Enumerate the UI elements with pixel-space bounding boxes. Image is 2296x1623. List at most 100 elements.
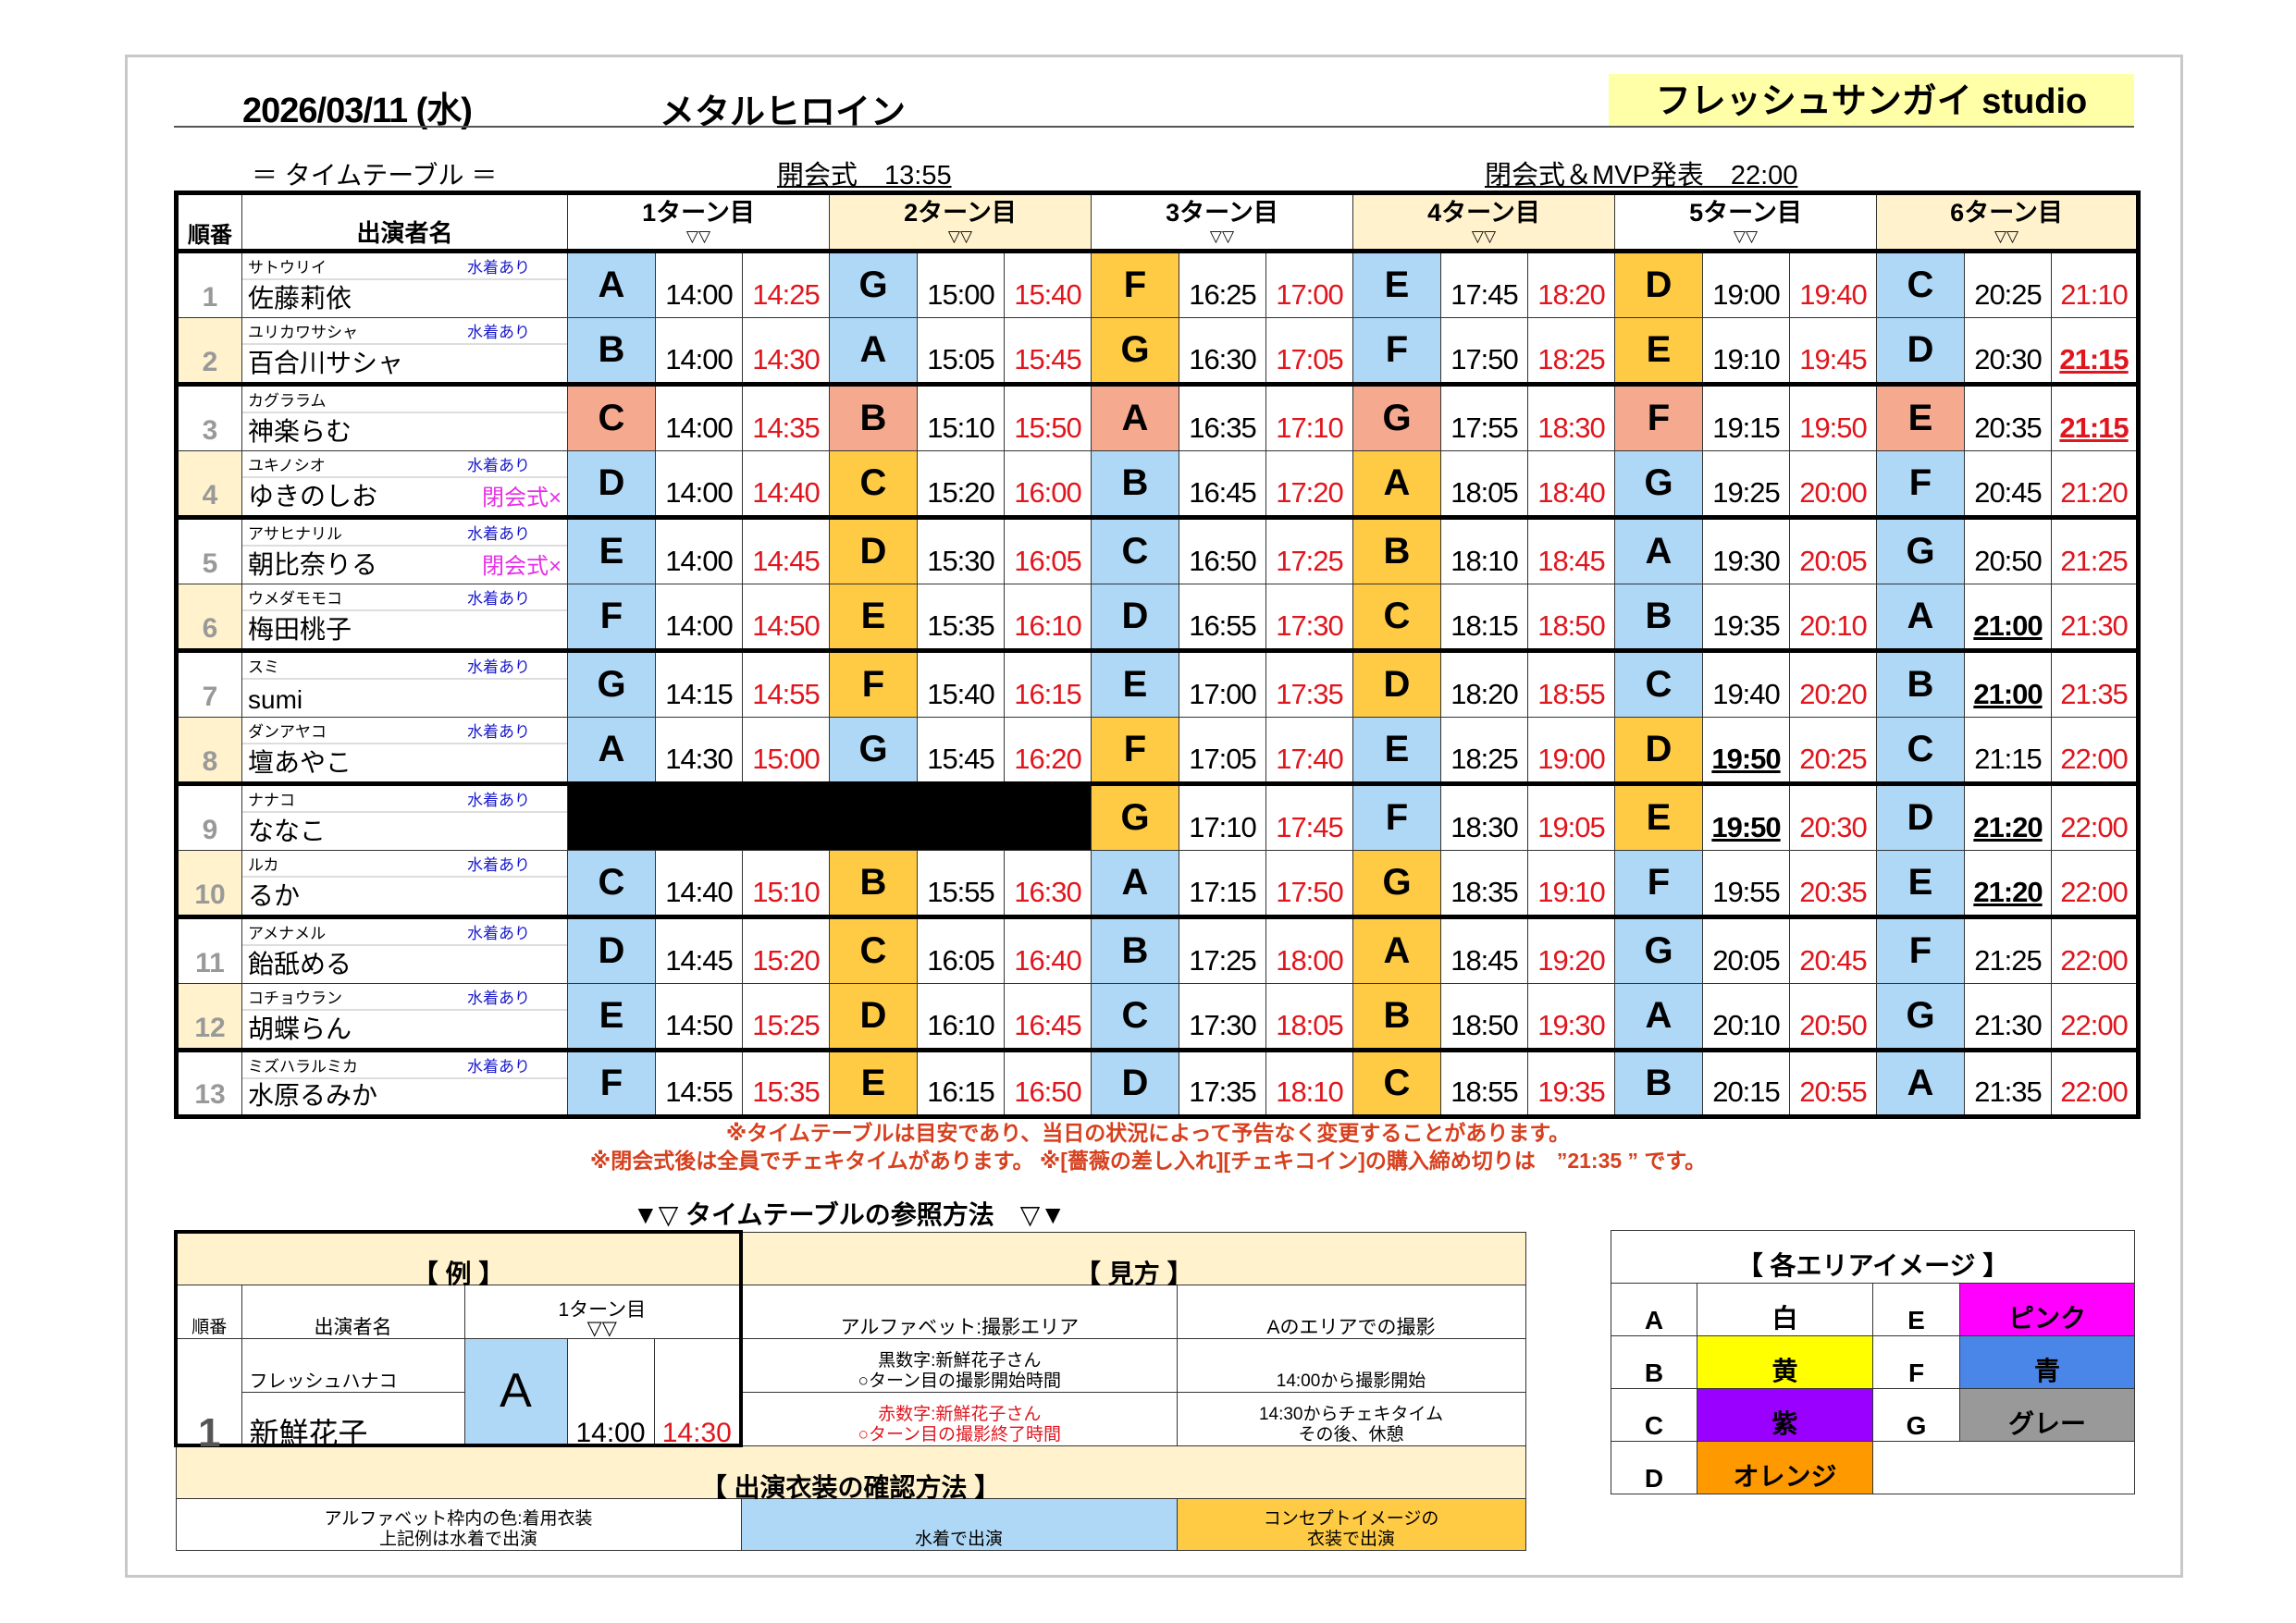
col-turn-4: 4ターン目 ▽▽	[1352, 191, 1615, 253]
table-row: 11 アメナメル 水着あり 飴舐める D 14:45 15:20 C 16:05 16:40 B 17…	[174, 916, 2142, 984]
start-time: 14:40	[655, 850, 743, 919]
end-time: 16:00	[1004, 450, 1092, 520]
start-time-text: 21:25	[1974, 944, 2043, 977]
costume-explanation: アルファベット枠内の色:着用衣装 上記例は水着で出演	[175, 1497, 742, 1551]
area-cell: F	[1091, 717, 1179, 786]
end-time: 15:50	[1004, 384, 1092, 451]
swimsuit-badge: 水着あり	[467, 990, 530, 1007]
name-divider	[242, 678, 567, 680]
area-cell: A	[1352, 916, 1441, 984]
turn-label: 3ターン目	[1166, 199, 1278, 227]
start-time-text: 20:15	[1712, 1076, 1781, 1108]
row-number: 4	[174, 450, 242, 520]
howto-area-example: Aのエリアでの撮影	[1176, 1284, 1526, 1339]
start-time: 21:25	[1964, 916, 2052, 984]
start-time: 15:30	[917, 517, 1005, 584]
start-time-text: 18:05	[1450, 476, 1519, 509]
start-time: 14:00	[655, 384, 743, 451]
start-time-text: 16:45	[1189, 476, 1257, 509]
end-time-text: 21:30	[2060, 609, 2129, 642]
legend-color-F: 青	[1958, 1335, 2136, 1389]
end-time: 20:10	[1789, 584, 1877, 653]
end-time: 18:20	[1527, 251, 1615, 318]
name-divider	[242, 944, 567, 946]
legend-empty	[1871, 1441, 2136, 1494]
legend-area-B: B	[1611, 1335, 1697, 1389]
start-time: 21:15	[1964, 717, 2052, 786]
end-time-text: 22:00	[2060, 743, 2129, 775]
start-time-text: 17:05	[1189, 743, 1257, 775]
end-time-text: 17:20	[1276, 476, 1344, 509]
name-divider	[242, 278, 567, 280]
end-time-text: 14:40	[752, 476, 821, 509]
area-cell: B	[1091, 450, 1179, 520]
end-time: 18:10	[1265, 1050, 1353, 1119]
start-time-text: 16:15	[927, 1076, 995, 1108]
end-time: 15:25	[742, 983, 830, 1052]
end-time-text: 18:50	[1537, 609, 1606, 642]
start-time-text: 20:30	[1974, 343, 2043, 375]
col-turn-1: 1ターン目 ▽▽	[567, 191, 830, 253]
performer-cell: ミズハラルミカ 水着あり 水原るみか	[241, 1050, 568, 1119]
end-time-text: 17:25	[1276, 545, 1344, 577]
area-cell: B	[1352, 983, 1441, 1052]
start-time-text: 18:50	[1450, 1009, 1519, 1041]
start-time: 20:30	[1964, 317, 2052, 387]
howto-end: 赤数字:新鮮花子さん ○ターン目の撮影終了時間	[740, 1391, 1178, 1446]
end-time-text: 21:25	[2060, 545, 2129, 577]
area-cell: A	[1876, 584, 1965, 653]
table-row: 4 ユキノシオ 水着あり ゆきのしお 閉会式× D 14:00 14:40 C 15:20 16:0…	[174, 450, 2142, 520]
area-cell: G	[1091, 317, 1179, 387]
start-time-text: 19:25	[1712, 476, 1781, 509]
col-turn-3: 3ターン目 ▽▽	[1091, 191, 1353, 253]
end-time: 22:00	[2050, 916, 2142, 984]
start-time: 14:00	[655, 584, 743, 653]
performer-name: sumi	[248, 685, 303, 714]
end-time-text: 16:45	[1014, 1009, 1082, 1041]
end-time: 17:35	[1265, 650, 1353, 718]
row-number: 9	[174, 783, 242, 851]
end-time-text: 16:05	[1014, 545, 1082, 577]
start-time-text: 18:10	[1450, 545, 1519, 577]
end-time-text: 20:30	[1799, 811, 1868, 843]
area-cell: E	[1352, 251, 1441, 318]
col-turn-6: 6ターン目 ▽▽	[1875, 191, 2142, 253]
start-time-text: 19:15	[1712, 412, 1781, 444]
end-time-text: 22:00	[2060, 811, 2129, 843]
start-time-text: 21:00	[1973, 678, 2043, 710]
end-time-text: 19:10	[1537, 876, 1606, 908]
performer-kana: アサヒナリル	[248, 525, 342, 543]
end-time-text: 15:50	[1014, 412, 1082, 444]
start-time-text: 21:20	[1973, 876, 2043, 908]
start-time: 17:35	[1179, 1050, 1266, 1119]
end-time: 17:30	[1265, 584, 1353, 653]
example-header: 【 例 】	[173, 1230, 744, 1286]
area-cell: E	[1614, 317, 1703, 387]
table-row: 10 ルカ 水着あり るか C 14:40 15:10 B 15:55 16:30 A 17:15 17…	[174, 850, 2142, 919]
end-time: 18:25	[1527, 317, 1615, 387]
example-name: 新鮮花子	[241, 1391, 465, 1448]
end-time: 18:05	[1265, 983, 1353, 1052]
end-time: 20:30	[1789, 783, 1877, 851]
howto-area: アルファベット:撮影エリア	[740, 1284, 1178, 1339]
start-time: 20:50	[1964, 517, 2052, 584]
start-time: 14:00	[655, 450, 743, 520]
area-cell: B	[829, 850, 918, 919]
example-area: A	[463, 1337, 568, 1447]
table-row: 5 アサヒナリル 水着あり 朝比奈りる 閉会式× E 14:00 14:45 D 15:30 16:…	[174, 517, 2142, 584]
end-time: 21:15	[2050, 384, 2142, 451]
performer-cell: サトウリイ 水着あり 佐藤莉依	[241, 251, 568, 318]
howto-header: 【 見方 】	[740, 1231, 1526, 1286]
performer-name: 飴舐める	[248, 950, 352, 978]
area-cell: D	[1352, 650, 1441, 718]
end-time: 19:10	[1527, 850, 1615, 919]
start-time-text: 14:15	[665, 678, 734, 710]
end-time-text: 19:05	[1537, 811, 1606, 843]
end-time: 18:40	[1527, 450, 1615, 520]
row-number: 12	[174, 983, 242, 1052]
start-time: 17:50	[1440, 317, 1528, 387]
start-time: 15:00	[917, 251, 1005, 318]
example-order-label: 順番	[174, 1284, 242, 1339]
end-time-text: 20:20	[1799, 678, 1868, 710]
legend-color-D: オレンジ	[1697, 1441, 1873, 1494]
